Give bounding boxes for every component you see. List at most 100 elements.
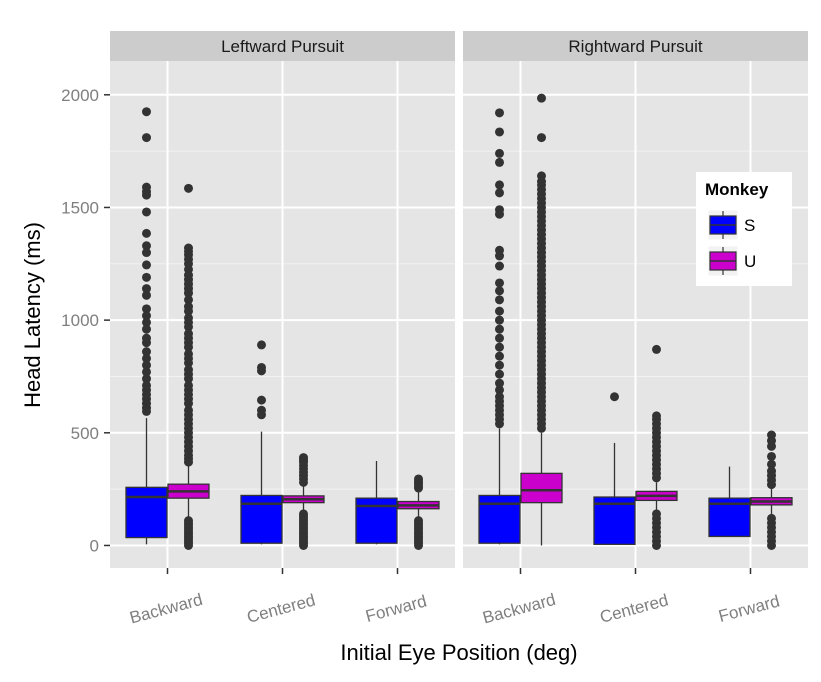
outlier-point (495, 351, 504, 361)
outlier-point (142, 367, 151, 377)
outlier-point (495, 148, 504, 158)
x-tick-label: Centered (598, 590, 670, 626)
outlier-point (495, 360, 504, 370)
outlier-point (299, 540, 308, 550)
outlier-point (184, 457, 193, 467)
outlier-point (495, 324, 504, 334)
y-tick-label: 0 (90, 536, 99, 555)
outlier-point (495, 333, 504, 343)
outlier-point (184, 358, 193, 368)
outlier-point (142, 311, 151, 321)
outlier-point (495, 369, 504, 379)
outlier-point (142, 353, 151, 363)
x-axis-title: Initial Eye Position (deg) (340, 640, 577, 665)
outlier-point (495, 342, 504, 352)
legend-title: Monkey (705, 180, 769, 199)
outlier-point (142, 317, 151, 327)
outlier-point (142, 248, 151, 258)
box-centered-u (282, 453, 325, 550)
outlier-point (495, 419, 504, 429)
outlier-point (142, 241, 151, 251)
outlier-point (257, 395, 266, 405)
outlier-point (299, 477, 308, 487)
box-centered-u (635, 344, 678, 550)
outlier-point (184, 399, 193, 409)
outlier-point (495, 306, 504, 316)
y-tick-label: 1500 (61, 198, 99, 217)
outlier-point (184, 295, 193, 305)
outlier-point (142, 260, 151, 270)
y-tick-label: 1000 (61, 311, 99, 330)
outlier-point (495, 278, 504, 288)
panel-title: Rightward Pursuit (568, 37, 702, 56)
box-backward-s (478, 108, 521, 545)
outlier-point (495, 315, 504, 325)
outlier-point (184, 540, 193, 550)
box-body (520, 472, 563, 504)
panel-strip (110, 31, 455, 61)
outlier-point (184, 306, 193, 316)
outlier-point (495, 188, 504, 198)
outlier-point (495, 286, 504, 296)
outlier-point (184, 322, 193, 332)
panel-2: Rightward Pursuit (463, 31, 808, 568)
x-tick-label: Forward (717, 591, 782, 625)
outlier-point (142, 228, 151, 238)
box-backward-u (167, 183, 210, 550)
outlier-point (537, 133, 546, 143)
outlier-point (495, 261, 504, 271)
outlier-point (142, 107, 151, 117)
box-centered-s (593, 392, 636, 545)
outlier-point (142, 133, 151, 143)
y-axis-title: Head Latency (ms) (20, 222, 45, 408)
outlier-point (184, 374, 193, 384)
legend: Monkey SU (696, 172, 792, 286)
outlier-point (184, 183, 193, 193)
outlier-point (537, 93, 546, 103)
outlier-point (414, 483, 423, 493)
box-centered-s (240, 340, 283, 545)
box-forward-u (397, 474, 440, 550)
outlier-point (495, 295, 504, 305)
outlier-point (142, 338, 151, 348)
outlier-point (495, 385, 504, 395)
x-tick-label: Backward (128, 590, 205, 628)
x-tick-label: Backward (481, 590, 558, 628)
outlier-point (652, 473, 661, 483)
box-backward-s (125, 107, 168, 545)
outlier-point (495, 209, 504, 219)
panel-title: Leftward Pursuit (221, 37, 344, 56)
outlier-point (184, 342, 193, 352)
outlier-point (142, 304, 151, 314)
outlier-point (495, 378, 504, 388)
x-tick-label: Forward (364, 591, 429, 625)
box-body (125, 486, 168, 539)
outlier-point (142, 324, 151, 334)
y-tick-label: 500 (71, 424, 99, 443)
outlier-point (767, 540, 776, 550)
outlier-point (257, 340, 266, 350)
outlier-point (652, 344, 661, 354)
legend-label: U (744, 252, 756, 271)
outlier-point (142, 290, 151, 300)
outlier-point (142, 284, 151, 294)
panel-strip (463, 31, 808, 61)
legend-label: S (744, 216, 755, 235)
outlier-point (257, 410, 266, 420)
outlier-point (537, 423, 546, 433)
box-forward-s (708, 466, 751, 538)
outlier-point (142, 190, 151, 200)
box-forward-u (750, 430, 793, 550)
outlier-point (767, 441, 776, 451)
legend-item-s: S (707, 209, 755, 241)
outlier-point (495, 251, 504, 261)
x-tick-label: Centered (245, 590, 317, 626)
outlier-point (767, 451, 776, 461)
outlier-point (184, 288, 193, 298)
outlier-point (142, 374, 151, 384)
outlier-point (495, 127, 504, 137)
outlier-point (652, 540, 661, 550)
outlier-point (142, 347, 151, 357)
outlier-point (495, 180, 504, 190)
